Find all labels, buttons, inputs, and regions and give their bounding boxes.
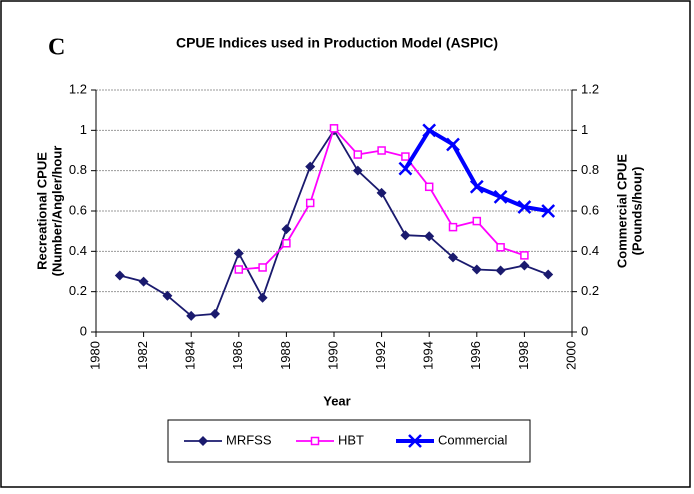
data-point bbox=[186, 310, 197, 321]
y-tick-label: 0.4 bbox=[69, 243, 87, 258]
data-point bbox=[281, 224, 292, 235]
data-point bbox=[469, 179, 484, 194]
x-axis-label: Year bbox=[323, 393, 350, 408]
data-point bbox=[258, 263, 267, 272]
data-point bbox=[398, 161, 413, 176]
x-tick-label: 1992 bbox=[373, 341, 388, 370]
y-tick-label: 1.2 bbox=[69, 81, 87, 96]
y-tick-label: 0 bbox=[80, 323, 87, 338]
data-point bbox=[448, 222, 458, 232]
data-point bbox=[543, 269, 554, 280]
legend-label: Commercial bbox=[438, 432, 507, 447]
data-point bbox=[162, 290, 173, 301]
legend-label: HBT bbox=[338, 432, 364, 447]
data-point bbox=[448, 252, 458, 263]
panel-label: C bbox=[48, 35, 65, 61]
x-tick-label: 1986 bbox=[230, 341, 245, 370]
y2-axis-label: Commercial CPUE bbox=[614, 154, 629, 268]
data-point bbox=[541, 204, 556, 218]
legend-marker bbox=[198, 436, 208, 446]
x-tick-label: 1982 bbox=[135, 341, 150, 370]
data-point bbox=[422, 123, 437, 138]
data-point bbox=[446, 137, 460, 152]
y-axis-label: (Number/Angler/hour bbox=[49, 146, 64, 277]
data-point bbox=[496, 243, 505, 252]
data-point bbox=[282, 239, 291, 248]
data-point bbox=[257, 292, 268, 303]
legend-label: MRFSS bbox=[226, 432, 272, 447]
chart-title: CPUE Indices used in Production Model (A… bbox=[176, 35, 498, 51]
data-point bbox=[424, 182, 434, 192]
data-point bbox=[401, 152, 410, 161]
x-tick-label: 1998 bbox=[516, 341, 531, 370]
data-point bbox=[329, 124, 339, 133]
x-tick-label: 1990 bbox=[325, 341, 340, 370]
y-tick-label: 1 bbox=[80, 122, 87, 137]
y2-tick-label: 0.6 bbox=[581, 202, 599, 217]
data-point bbox=[493, 189, 508, 204]
x-tick-label: 1980 bbox=[87, 341, 102, 370]
data-point bbox=[233, 248, 244, 259]
y2-tick-label: 1 bbox=[581, 122, 588, 137]
data-point bbox=[234, 265, 244, 274]
y-tick-label: 0.2 bbox=[69, 283, 87, 298]
x-tick-label: 1996 bbox=[468, 341, 483, 370]
data-point bbox=[376, 187, 387, 198]
legend-marker bbox=[408, 434, 422, 448]
y2-tick-label: 0.2 bbox=[581, 283, 599, 298]
legend-marker bbox=[310, 436, 320, 446]
data-point bbox=[400, 230, 411, 241]
data-point bbox=[471, 264, 482, 275]
y2-tick-label: 0.8 bbox=[581, 162, 599, 177]
x-tick-label: 1984 bbox=[183, 341, 198, 370]
data-point bbox=[352, 165, 363, 176]
data-point bbox=[114, 270, 125, 281]
data-point bbox=[472, 216, 482, 226]
data-point bbox=[138, 276, 149, 287]
data-point bbox=[495, 265, 506, 276]
data-point bbox=[305, 198, 315, 208]
data-point bbox=[305, 161, 316, 172]
legend-box bbox=[167, 419, 531, 463]
y2-tick-label: 0.4 bbox=[581, 243, 599, 258]
x-tick-label: 1988 bbox=[278, 341, 293, 370]
y-tick-label: 0.8 bbox=[69, 162, 87, 177]
data-point bbox=[519, 260, 530, 271]
data-point bbox=[210, 308, 220, 319]
y-axis-label: Recreational CPUE bbox=[34, 152, 49, 270]
data-point bbox=[520, 251, 529, 260]
y-tick-label: 0.6 bbox=[69, 202, 87, 217]
data-point bbox=[353, 150, 363, 159]
data-point bbox=[377, 146, 386, 155]
y2-tick-label: 0 bbox=[581, 323, 588, 338]
y2-axis-label: (Pounds/hour) bbox=[629, 167, 644, 256]
data-point bbox=[424, 231, 435, 242]
y2-tick-label: 1.2 bbox=[581, 81, 599, 96]
x-tick-label: 1994 bbox=[421, 341, 436, 370]
data-point bbox=[517, 200, 532, 214]
x-tick-label: 2000 bbox=[563, 341, 578, 370]
